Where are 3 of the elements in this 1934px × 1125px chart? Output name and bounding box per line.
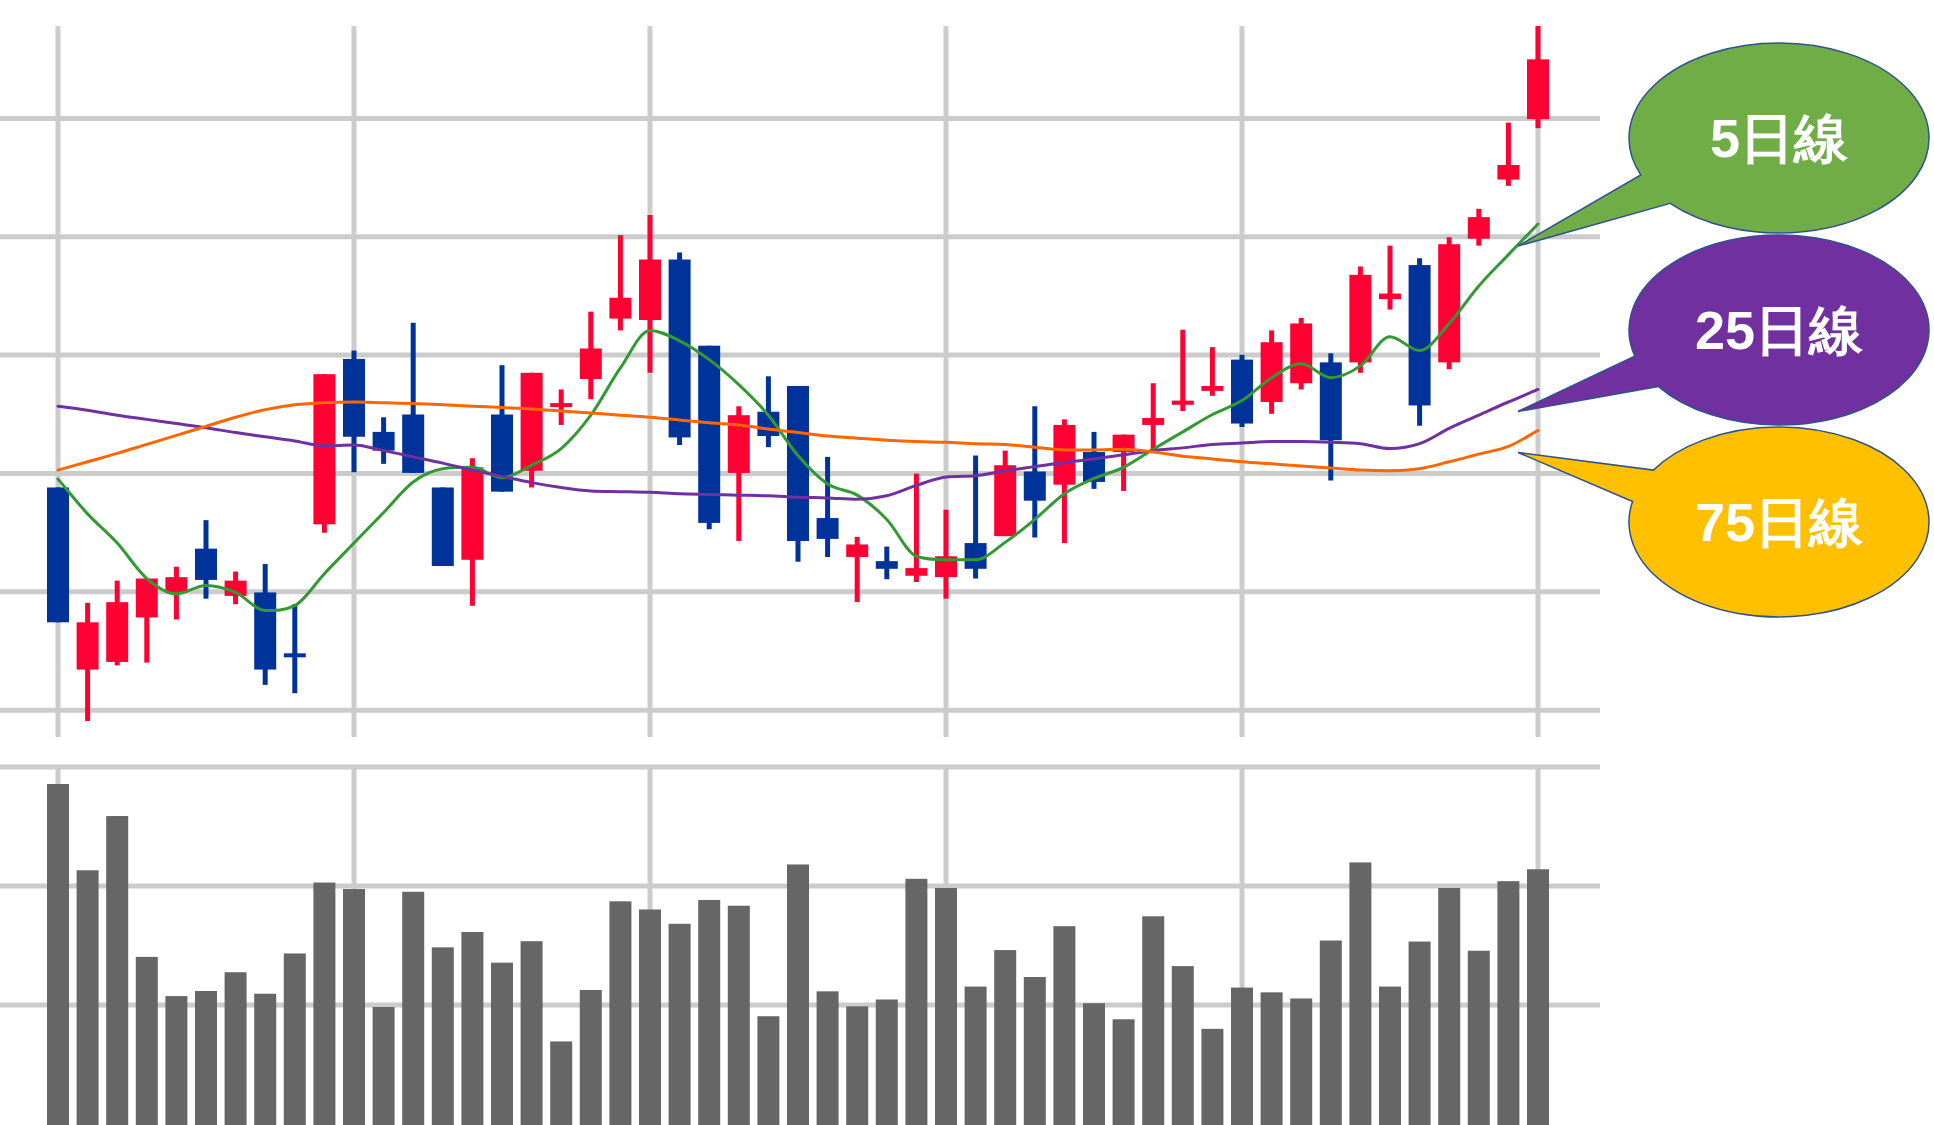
series-name: 5日線 bbox=[1710, 108, 1848, 168]
series-name: 75日線 bbox=[1694, 492, 1864, 552]
series-name: 25日線 bbox=[1694, 300, 1864, 360]
